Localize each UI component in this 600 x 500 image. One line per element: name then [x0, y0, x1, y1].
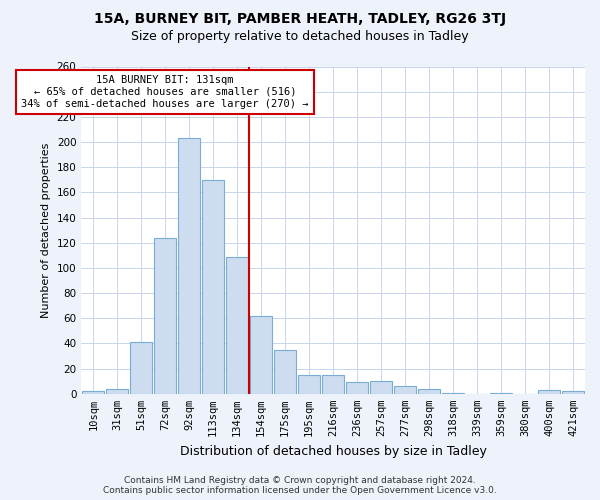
Text: 15A, BURNEY BIT, PAMBER HEATH, TADLEY, RG26 3TJ: 15A, BURNEY BIT, PAMBER HEATH, TADLEY, R… — [94, 12, 506, 26]
Bar — [250, 316, 272, 394]
Bar — [442, 392, 464, 394]
Text: 15A BURNEY BIT: 131sqm
← 65% of detached houses are smaller (516)
34% of semi-de: 15A BURNEY BIT: 131sqm ← 65% of detached… — [22, 76, 309, 108]
Bar — [178, 138, 200, 394]
Bar — [130, 342, 152, 394]
Y-axis label: Number of detached properties: Number of detached properties — [41, 142, 51, 318]
Bar — [226, 256, 248, 394]
Bar — [322, 375, 344, 394]
Text: Contains HM Land Registry data © Crown copyright and database right 2024.
Contai: Contains HM Land Registry data © Crown c… — [103, 476, 497, 495]
Bar — [346, 382, 368, 394]
Bar — [490, 392, 512, 394]
Bar — [82, 392, 104, 394]
Bar — [298, 375, 320, 394]
Bar — [538, 390, 560, 394]
Bar — [418, 389, 440, 394]
Bar — [154, 238, 176, 394]
Text: Size of property relative to detached houses in Tadley: Size of property relative to detached ho… — [131, 30, 469, 43]
Bar — [106, 389, 128, 394]
Bar — [562, 392, 584, 394]
Bar — [394, 386, 416, 394]
Bar — [274, 350, 296, 394]
Bar — [370, 381, 392, 394]
X-axis label: Distribution of detached houses by size in Tadley: Distribution of detached houses by size … — [179, 444, 487, 458]
Bar — [202, 180, 224, 394]
